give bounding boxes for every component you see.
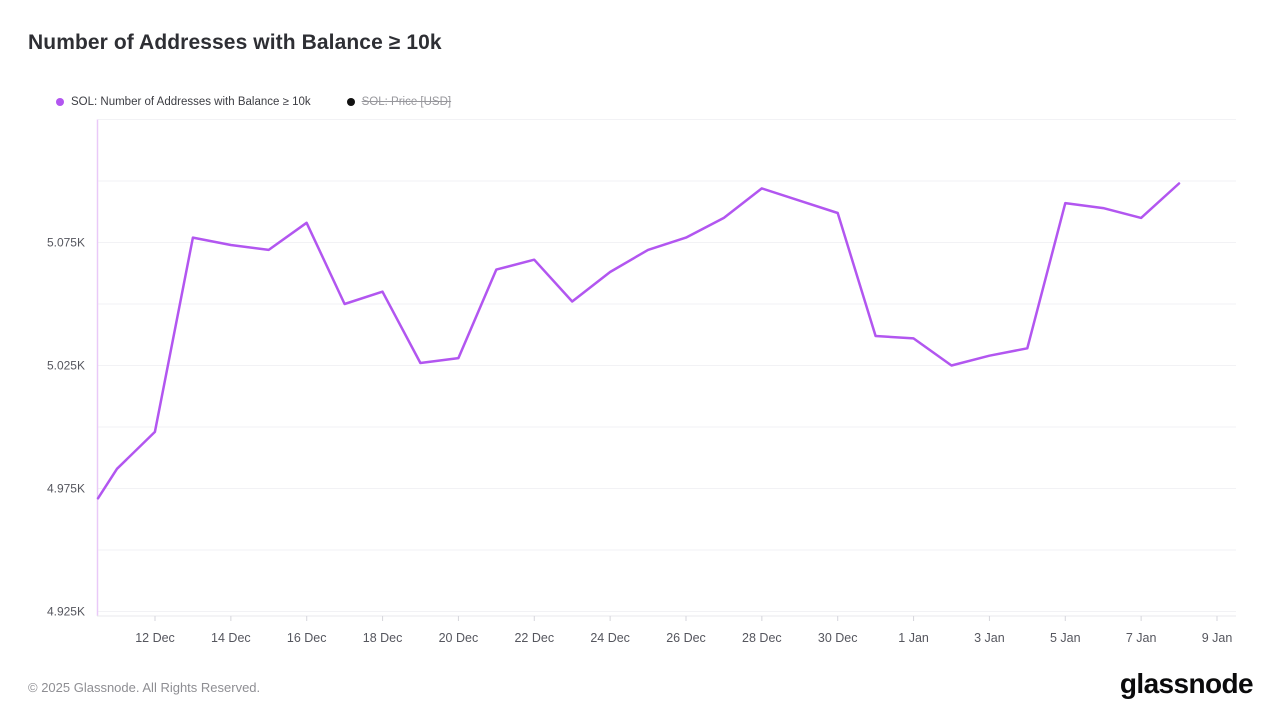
x-axis-label: 14 Dec [211,631,251,645]
x-axis-label: 16 Dec [287,631,327,645]
legend-dot-sol-price-icon [346,98,355,106]
x-axis-label: 18 Dec [363,631,403,645]
copyright-text: © 2025 Glassnode. All Rights Reserved. [28,680,261,695]
x-axis-label: 24 Dec [590,631,630,645]
legend-label-sol-price: SOL: Price [USD] [361,96,452,108]
chart-legend: SOL: Number of Addresses with Balance ≥ … [56,96,451,108]
x-axis-label: 22 Dec [514,631,554,645]
x-axis-label: 28 Dec [742,631,782,645]
x-axis-label: 12 Dec [135,631,175,645]
line-chart-plot-area[interactable]: 5.075K 5.025K 4.975K 4.925K 12 Dec 14 Dec 16 D… [0,0,1280,660]
x-axis-label: 30 Dec [818,631,858,645]
legend-dot-sol-addresses-icon [56,98,64,106]
y-axis-label: 5.075K [47,236,85,250]
legend-item-sol-addresses[interactable]: SOL: Number of Addresses with Balance ≥ … [56,96,311,108]
x-axis-label: 5 Jan [1050,631,1081,645]
x-axis-label: 26 Dec [666,631,706,645]
legend-label-sol-addresses: SOL: Number of Addresses with Balance ≥ … [71,96,311,108]
x-axis-label: 7 Jan [1126,631,1157,645]
y-axis-label: 4.925K [47,605,85,619]
x-axis-label: 9 Jan [1202,631,1233,645]
page-title: Number of Addresses with Balance ≥ 10k [28,31,442,54]
x-axis-label: 20 Dec [439,631,479,645]
sol-addresses-line-series [96,182,1181,500]
y-axis-label: 4.975K [47,482,85,496]
glassnode-logo: glassnode [1119,668,1254,699]
x-axis-label: 3 Jan [974,631,1005,645]
y-axis-label: 5.025K [47,359,85,373]
x-axis-label: 1 Jan [898,631,929,645]
legend-item-sol-price[interactable]: SOL: Price [USD] [346,96,452,108]
